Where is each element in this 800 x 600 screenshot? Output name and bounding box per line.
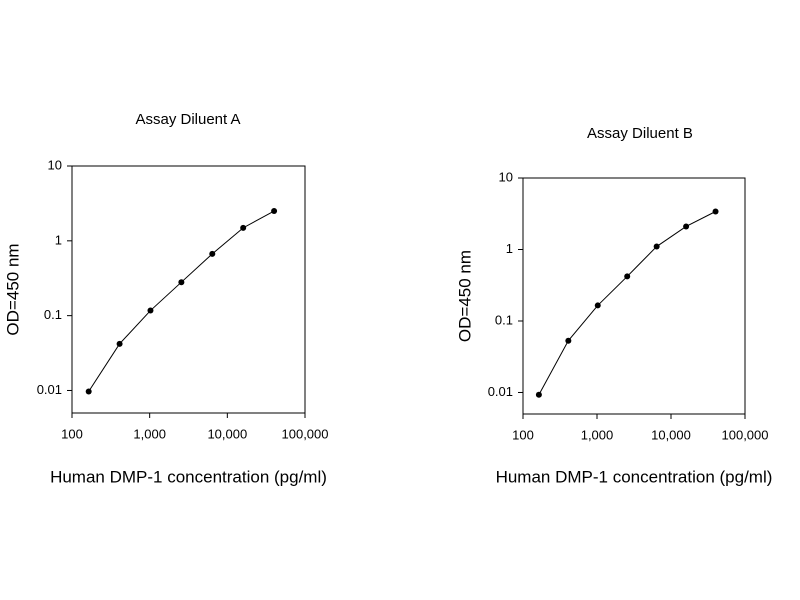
data-point <box>85 388 92 395</box>
data-point <box>712 208 719 215</box>
x-tick-label: 100 <box>512 427 534 442</box>
y-tick-label: 0.1 <box>495 312 513 327</box>
y-axis-label: OD=450 nm <box>455 250 474 342</box>
data-point <box>535 391 542 398</box>
x-tick-label: 100,000 <box>282 426 329 441</box>
x-tick-label: 100,000 <box>722 427 769 442</box>
data-point <box>209 250 216 257</box>
data-point <box>116 340 123 347</box>
y-axis-label: OD=450 nm <box>3 243 22 335</box>
x-axis-label: Human DMP-1 concentration (pg/ml) <box>496 467 773 486</box>
plot-frame <box>522 177 746 415</box>
data-point <box>653 243 660 250</box>
chart-title: Assay Diluent A <box>135 111 240 128</box>
y-tick-label: 10 <box>499 169 513 184</box>
data-point <box>178 279 185 286</box>
x-tick-label: 1,000 <box>133 426 166 441</box>
y-tick-label: 0.1 <box>44 307 62 322</box>
y-tick-label: 1 <box>55 232 62 247</box>
data-point <box>624 273 631 280</box>
x-axis-label: Human DMP-1 concentration (pg/ml) <box>50 467 327 486</box>
data-line <box>538 211 716 395</box>
data-point <box>271 208 278 215</box>
y-tick-label: 10 <box>48 157 62 172</box>
y-tick-label: 1 <box>506 241 513 256</box>
x-tick-label: 1,000 <box>581 427 614 442</box>
chart-title: Assay Diluent B <box>587 125 693 142</box>
x-tick-label: 100 <box>61 426 83 441</box>
plot-frame <box>71 165 306 414</box>
x-tick-label: 10,000 <box>207 426 247 441</box>
data-point <box>683 223 690 230</box>
data-point <box>594 302 601 309</box>
data-point <box>147 307 154 314</box>
data-point <box>565 337 572 344</box>
y-tick-label: 0.01 <box>37 382 62 397</box>
y-tick-label: 0.01 <box>488 384 513 399</box>
data-line <box>88 210 275 392</box>
data-point <box>240 224 247 231</box>
x-tick-label: 10,000 <box>651 427 691 442</box>
